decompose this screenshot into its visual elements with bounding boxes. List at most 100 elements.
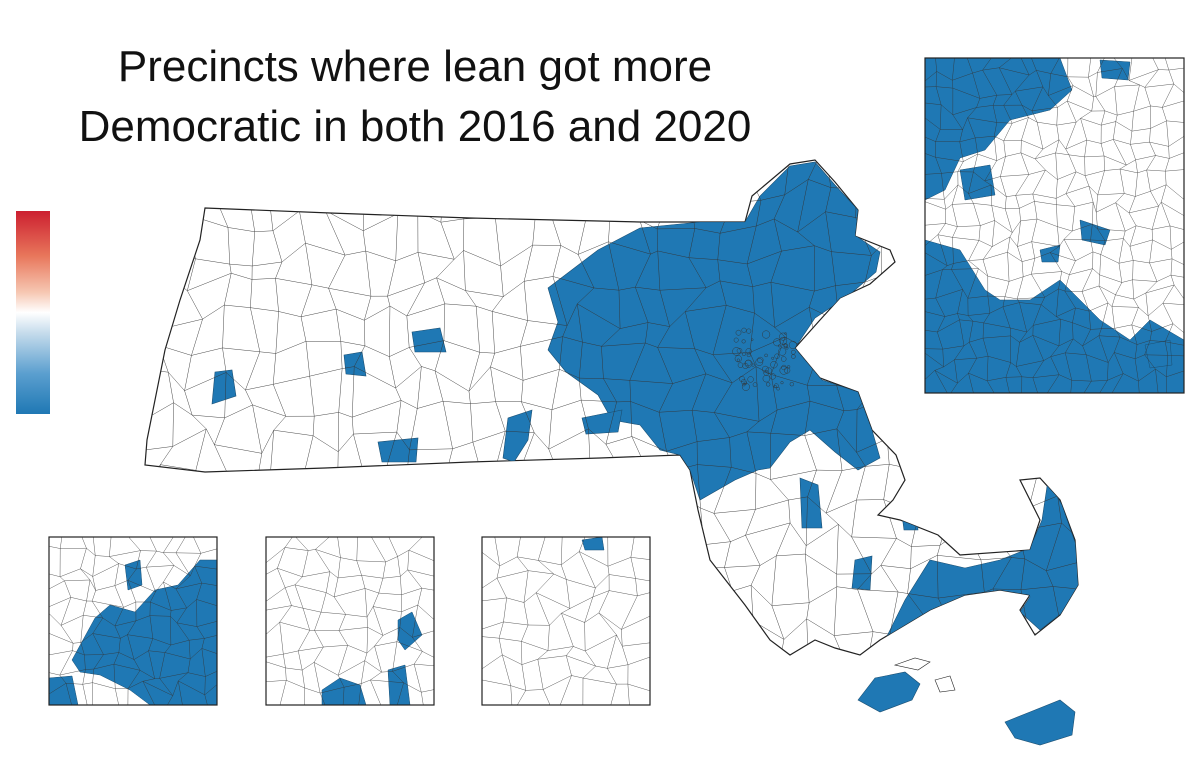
urban-precinct <box>774 353 780 359</box>
urban-precinct <box>773 338 782 347</box>
precinct-boundary <box>741 160 762 655</box>
urban-precinct <box>766 382 771 387</box>
urban-precinct <box>781 364 787 371</box>
urban-precinct <box>780 356 787 362</box>
urban-precinct <box>783 367 791 374</box>
highlight-region-springfield <box>377 437 419 463</box>
precinct-boundary <box>1031 58 1046 393</box>
urban-precinct <box>784 332 787 335</box>
precinct-boundary <box>277 537 293 705</box>
precinct-boundary <box>145 491 1078 517</box>
precinct-boundary <box>80 537 91 705</box>
urban-precinct <box>764 353 768 358</box>
highlight-region-west-1 <box>411 327 447 353</box>
inset-worcester-area <box>265 536 435 706</box>
urban-precinct <box>743 381 748 385</box>
urban-precinct <box>778 347 787 356</box>
precinct-boundary <box>982 58 998 393</box>
island-small <box>934 675 956 693</box>
precinct-boundary <box>516 537 529 705</box>
highlight-region-southeast-2 <box>851 555 873 591</box>
precinct-boundary <box>266 584 434 602</box>
precinct-boundary <box>142 537 157 705</box>
inset-greater-boston <box>924 57 1185 394</box>
precinct-boundary <box>313 537 331 705</box>
highlight-region-southeast-1 <box>799 477 823 529</box>
urban-precinct <box>779 366 789 375</box>
urban-precinct <box>789 382 794 387</box>
urban-precinct <box>791 354 796 359</box>
precinct-boundary <box>950 58 965 393</box>
precinct-boundary <box>266 660 434 676</box>
inset-southeast-area <box>481 536 651 706</box>
urban-precinct <box>773 383 779 389</box>
precinct-boundary <box>59 537 74 705</box>
precinct-boundary <box>407 537 424 705</box>
urban-precinct <box>783 343 788 348</box>
precinct-boundary <box>535 537 555 705</box>
urban-precinct <box>745 348 752 355</box>
precinct-boundary <box>1014 58 1030 393</box>
urban-precinct <box>786 365 791 369</box>
precinct-boundary <box>967 58 981 393</box>
highlight-region-central-1 <box>502 409 533 463</box>
island-nantucket <box>1004 699 1076 746</box>
precinct-boundary <box>1144 58 1159 393</box>
precinct-boundary <box>388 537 404 705</box>
precinct-boundary <box>159 537 175 705</box>
urban-precinct <box>769 373 776 380</box>
precinct-boundary <box>1080 58 1094 393</box>
urban-precinct <box>776 386 780 391</box>
precinct-boundary <box>1111 58 1127 393</box>
title-line-1: Precincts where lean got more <box>117 42 713 91</box>
precinct-boundary <box>127 537 141 705</box>
urban-precinct <box>741 339 746 344</box>
precinct-boundary <box>621 537 638 705</box>
precinct-boundary <box>825 160 845 655</box>
precinct-boundary <box>333 537 348 705</box>
precinct-boundary <box>266 547 434 563</box>
urban-precinct <box>733 337 739 343</box>
precinct-boundary <box>266 641 434 658</box>
urban-precinct <box>741 327 747 333</box>
urban-precinct <box>744 359 753 368</box>
precinct-boundary <box>266 568 434 579</box>
urban-precinct <box>734 355 742 363</box>
precinct-boundary <box>1160 58 1175 393</box>
precinct-boundary <box>598 537 617 705</box>
precinct-boundary <box>851 160 874 655</box>
precinct-boundary <box>266 621 434 638</box>
urban-precinct <box>780 381 784 385</box>
urban-precinct <box>757 356 764 364</box>
precinct-boundary <box>494 537 513 705</box>
urban-precinct <box>737 362 744 368</box>
precinct-boundary <box>797 160 818 655</box>
precinct-boundary <box>934 58 948 393</box>
urban-precinct <box>735 329 742 336</box>
urban-precinct <box>747 376 754 383</box>
highlight-region-central-2 <box>581 409 623 435</box>
urban-precinct <box>779 336 788 345</box>
precinct-boundary <box>109 537 124 705</box>
highlight-region-west-2 <box>343 351 367 377</box>
precinct-boundary <box>294 537 310 705</box>
precinct-boundary <box>578 537 596 705</box>
color-scale-legend <box>16 211 50 414</box>
urban-precinct <box>742 352 746 357</box>
title-line-2: Democratic in both 2016 and 2020 <box>78 102 752 151</box>
precinct-boundary <box>1047 58 1062 393</box>
urban-precinct <box>770 361 778 369</box>
urban-precinct <box>736 358 740 362</box>
urban-precinct <box>746 352 751 358</box>
urban-precinct <box>788 340 797 350</box>
urban-precinct <box>785 346 789 350</box>
precinct-boundary <box>175 537 191 705</box>
urban-precinct <box>732 347 741 356</box>
urban-precinct <box>762 374 771 383</box>
precinct-boundary <box>1063 58 1077 393</box>
urban-precinct <box>765 367 772 374</box>
urban-precinct <box>755 358 764 366</box>
precinct-boundary <box>998 58 1013 393</box>
